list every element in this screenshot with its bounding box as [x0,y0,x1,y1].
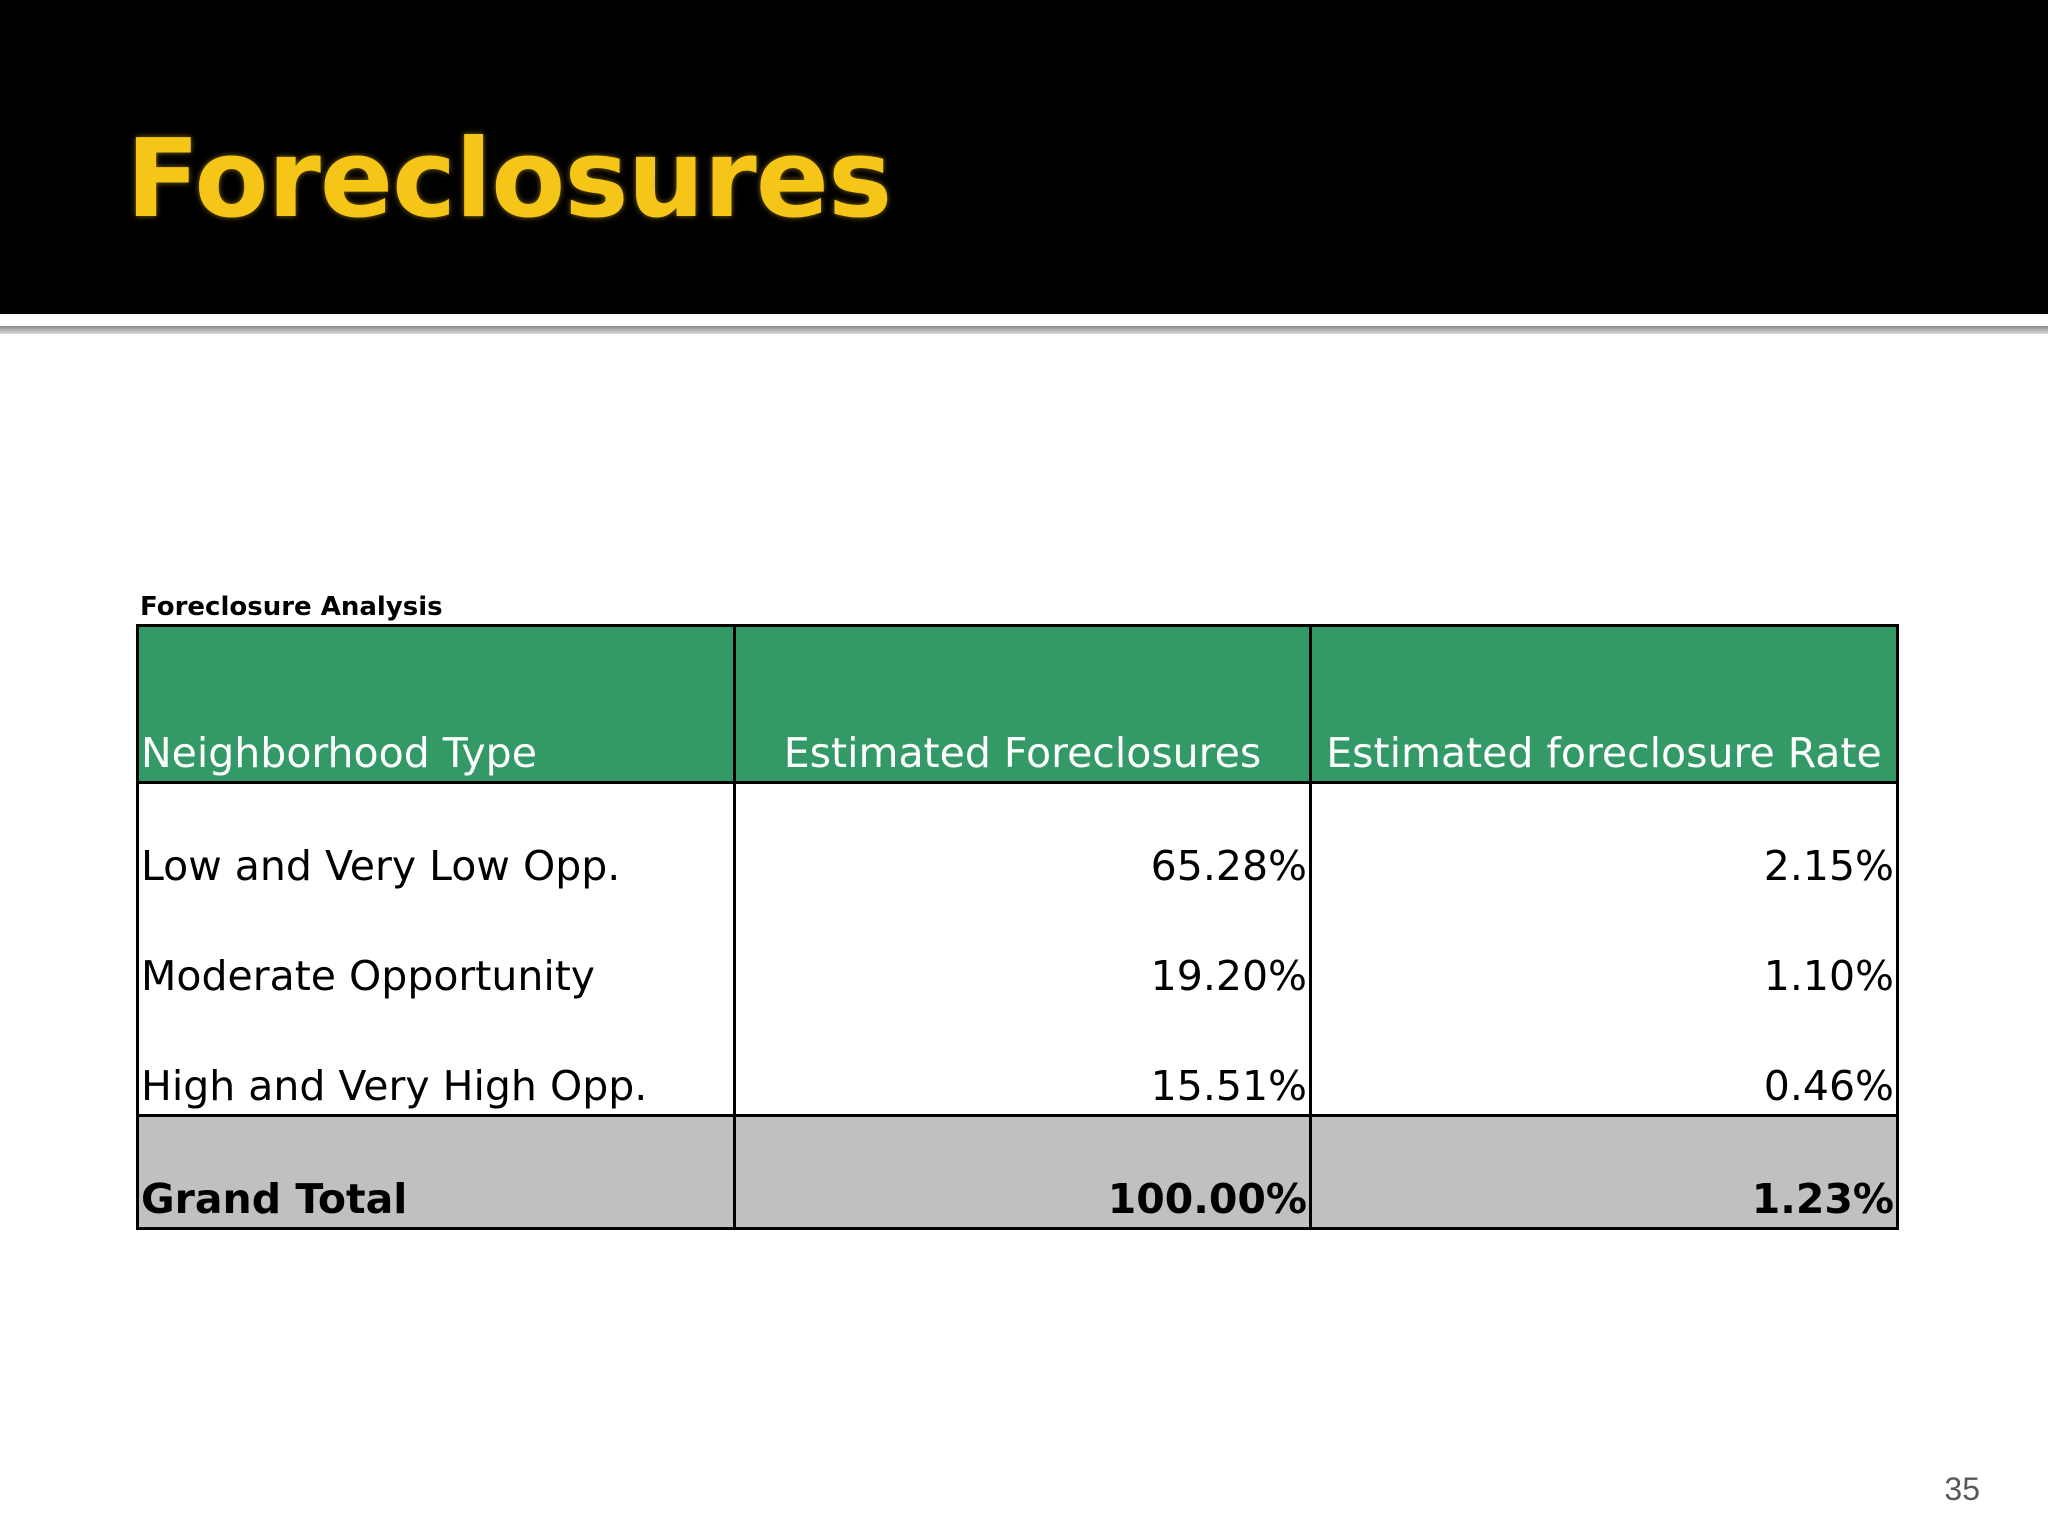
table-row: Moderate Opportunity 19.20% 1.10% [136,894,1899,1004]
estimated-foreclosures-cell: 15.51% [733,1004,1312,1117]
grand-total-rate: 1.23% [1309,1114,1899,1230]
title-divider [0,326,2048,334]
table-caption: Foreclosure Analysis [140,592,443,622]
estimated-foreclosures-cell: 65.28% [733,782,1312,894]
neighborhood-type-cell: Moderate Opportunity [136,894,736,1004]
estimated-foreclosure-rate-cell: 0.46% [1309,1004,1899,1117]
grand-total-row: Grand Total 100.00% 1.23% [136,1114,1899,1230]
estimated-foreclosures-cell: 19.20% [733,894,1312,1004]
table-row: High and Very High Opp. 15.51% 0.46% [136,1004,1899,1117]
header-estimated-foreclosures: Estimated Foreclosures [733,624,1312,784]
neighborhood-type-cell: High and Very High Opp. [136,1004,736,1117]
grand-total-foreclosures: 100.00% [733,1114,1312,1230]
estimated-foreclosure-rate-cell: 2.15% [1309,782,1899,894]
header-neighborhood-type: Neighborhood Type [136,624,736,784]
estimated-foreclosure-rate-cell: 1.10% [1309,894,1899,1004]
table-header-row: Neighborhood Type Estimated Foreclosures… [136,624,1899,784]
foreclosure-analysis-table: Neighborhood Type Estimated Foreclosures… [136,624,1899,1230]
page-number: 35 [1944,1471,1980,1507]
title-bar: Foreclosures [0,0,2048,320]
header-estimated-foreclosure-rate: Estimated foreclosure Rate [1309,624,1899,784]
neighborhood-type-cell: Low and Very Low Opp. [136,782,736,894]
table-row: Low and Very Low Opp. 65.28% 2.15% [136,782,1899,894]
slide-title: Foreclosures [126,117,892,242]
grand-total-label: Grand Total [136,1114,736,1230]
